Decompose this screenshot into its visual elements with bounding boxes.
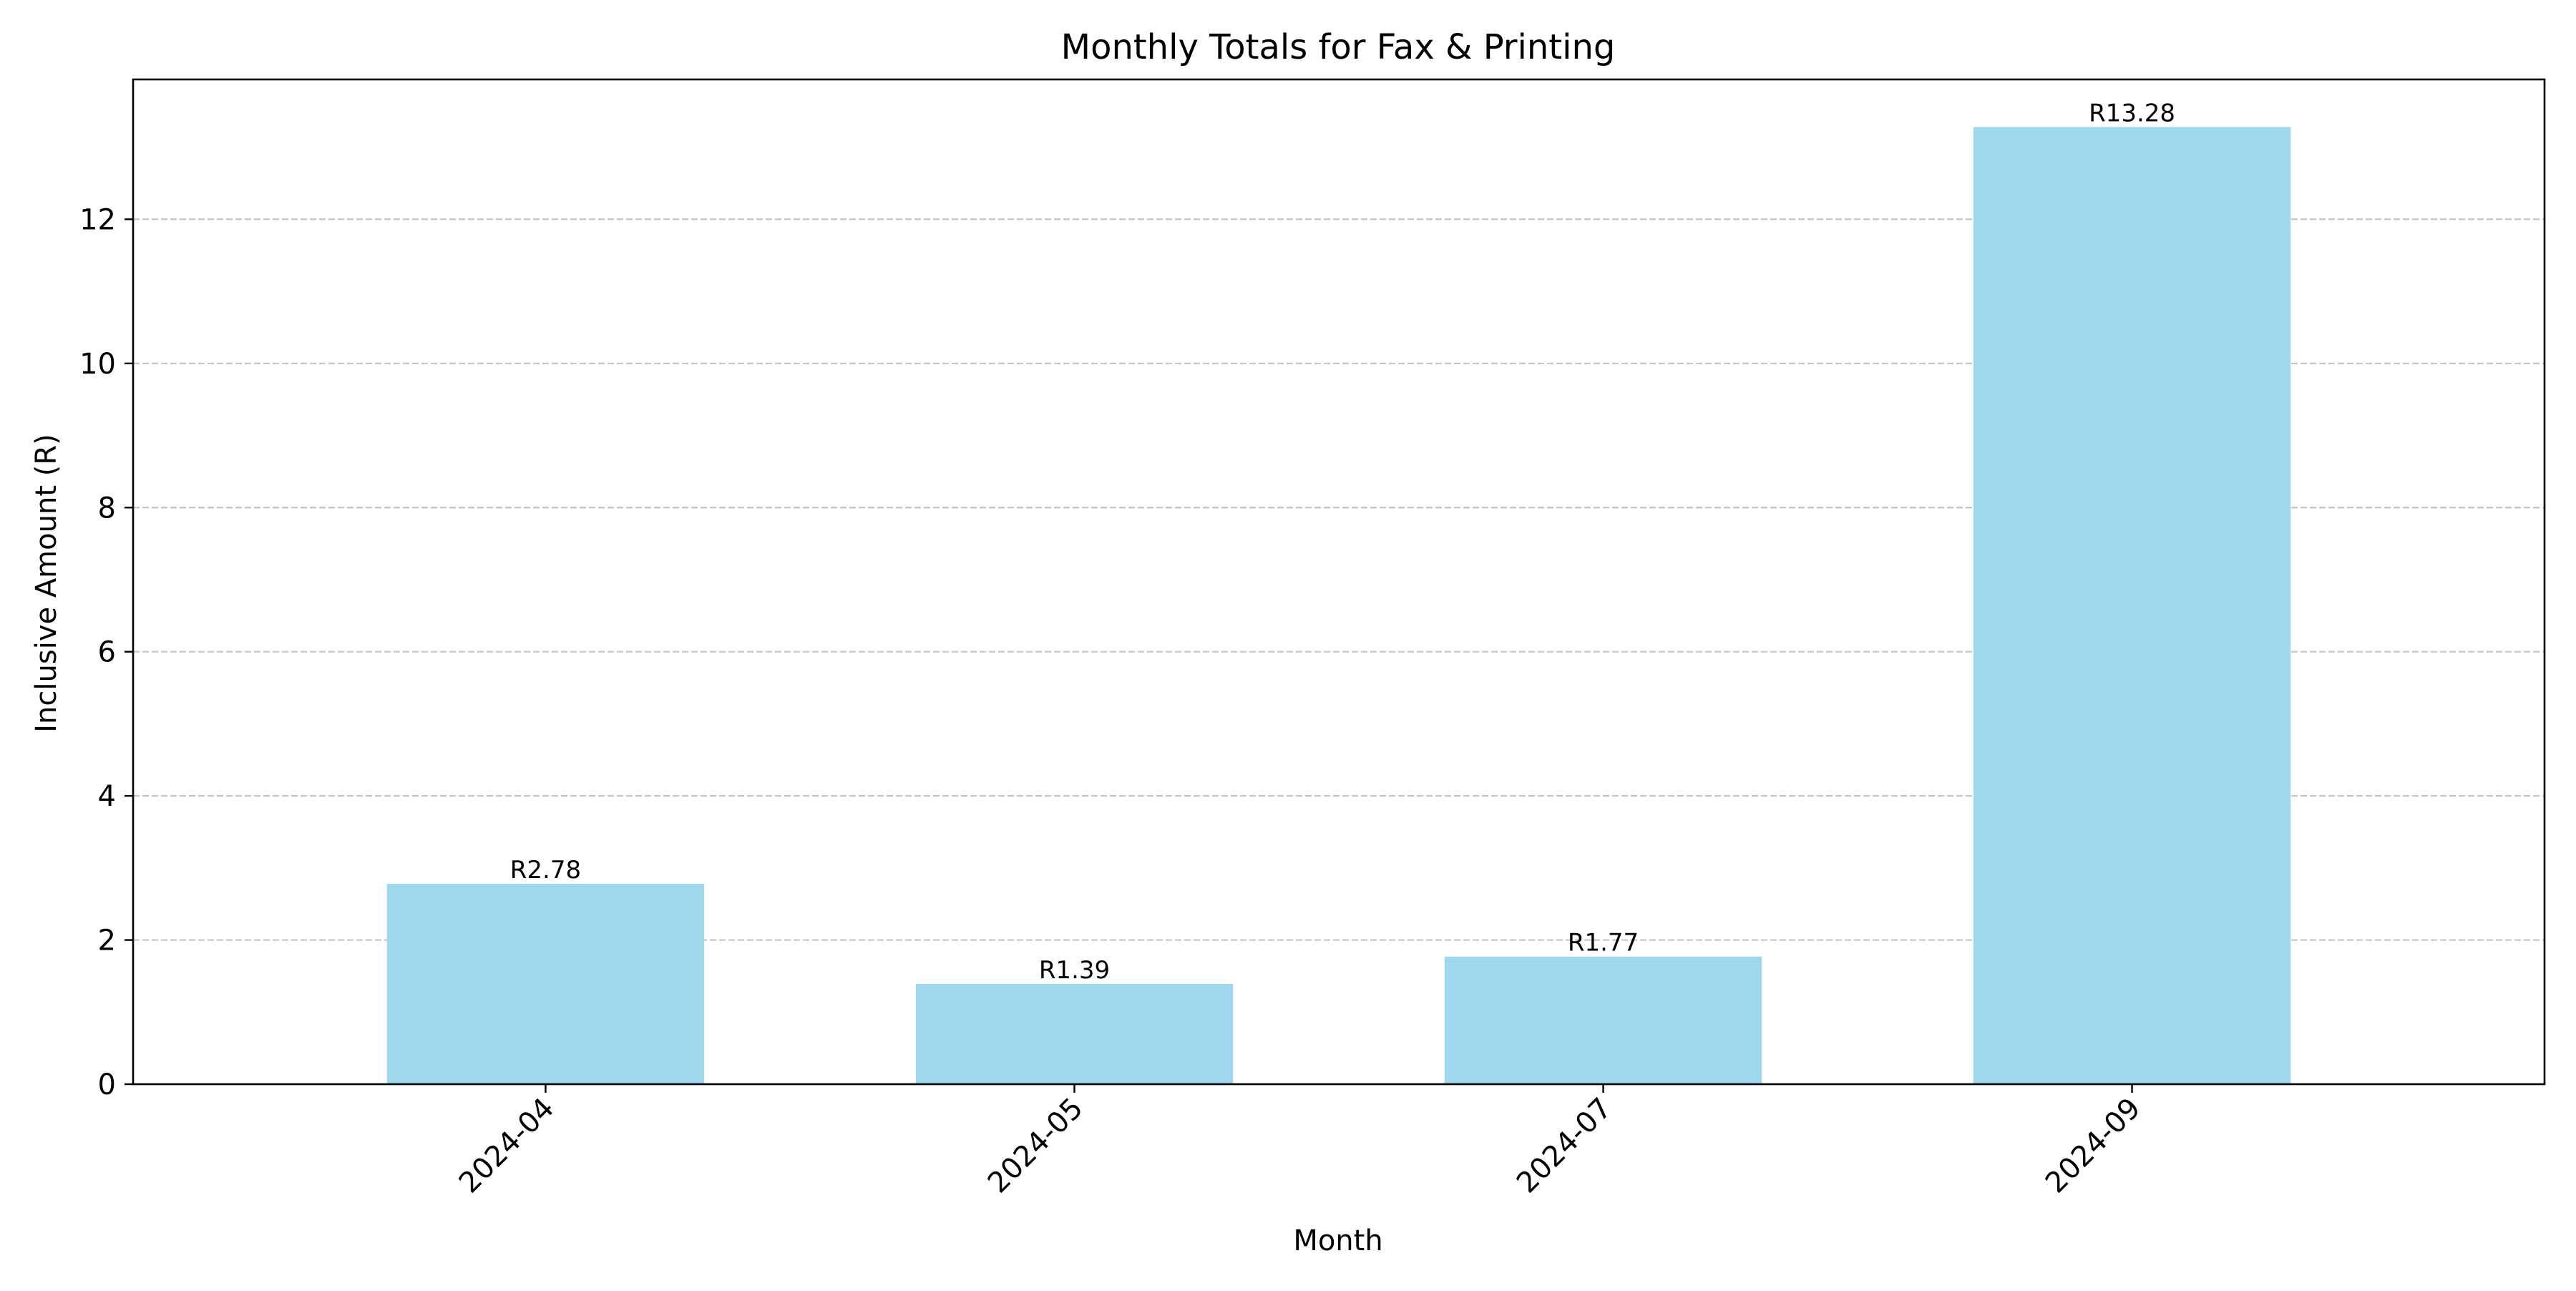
bar xyxy=(1973,127,2291,1084)
bar xyxy=(915,984,1234,1084)
bar xyxy=(1444,956,1762,1084)
bars xyxy=(386,127,2291,1084)
y-tick-label: 2 xyxy=(98,925,116,958)
y-tick-label: 8 xyxy=(98,492,116,525)
x-tick-label: 2024-09 xyxy=(2039,1092,2147,1200)
data-labels: R2.78 R1.39 R1.77 R13.28 xyxy=(510,99,2175,985)
y-tick-label: 10 xyxy=(79,348,116,381)
plot-frame xyxy=(132,78,2546,1086)
x-tick-label: 2024-05 xyxy=(982,1092,1090,1200)
y-tick-label: 0 xyxy=(98,1068,116,1101)
x-tick-label: 2024-04 xyxy=(453,1092,561,1200)
y-tick-label: 12 xyxy=(79,203,116,236)
bar xyxy=(386,884,705,1084)
data-label: R1.77 xyxy=(1568,929,1639,958)
data-label: R13.28 xyxy=(2089,99,2175,127)
data-label: R1.39 xyxy=(1039,956,1110,985)
chart-title: Monthly Totals for Fax & Printing xyxy=(1061,27,1616,67)
data-label: R2.78 xyxy=(510,856,581,885)
y-axis-label: Inclusive Amount (R) xyxy=(30,434,63,732)
x-axis-label: Month xyxy=(1293,1224,1382,1257)
y-tick-label: 4 xyxy=(98,780,116,813)
y-tick-label: 6 xyxy=(98,636,116,669)
x-tick-label: 2024-07 xyxy=(1511,1092,1619,1200)
